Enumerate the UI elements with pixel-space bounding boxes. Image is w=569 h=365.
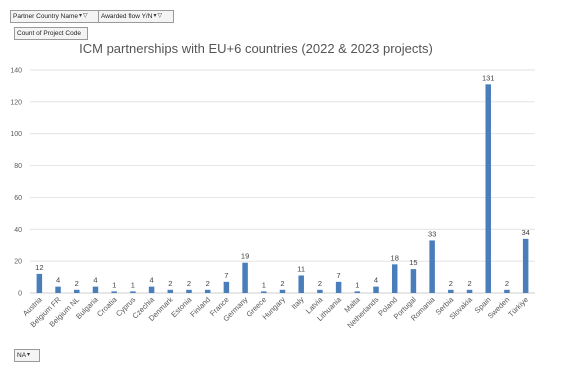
- y-tick-label: 40: [14, 227, 22, 234]
- data-label: 18: [391, 253, 399, 262]
- bars: [36, 84, 529, 293]
- bar: [317, 289, 323, 293]
- bar: [130, 291, 136, 293]
- data-label: 1: [112, 280, 116, 289]
- y-axis-ticks: 0 20 40 60 80 100 120 140: [10, 68, 22, 298]
- y-tick-label: 100: [10, 131, 22, 138]
- value-field-button[interactable]: Count of Project Code: [14, 27, 88, 40]
- bar: [92, 286, 99, 293]
- x-category-label: Finland: [188, 295, 212, 319]
- bar: [298, 275, 304, 293]
- data-label: 2: [280, 279, 284, 288]
- data-label: 2: [318, 279, 322, 288]
- awarded-flow-filter-button[interactable]: Awarded flow Y/N ▾ ▽: [98, 10, 174, 23]
- data-label: 1: [131, 280, 135, 289]
- gridlines: [30, 69, 535, 294]
- data-label: 15: [409, 258, 417, 267]
- y-tick-label: 120: [10, 99, 22, 106]
- y-tick-label: 140: [10, 68, 22, 75]
- bar: [55, 286, 61, 293]
- data-label: 2: [75, 279, 79, 288]
- bar: [504, 289, 510, 293]
- partner-country-filter-label: Partner Country Name: [13, 13, 79, 20]
- data-label: 1: [355, 280, 359, 289]
- bar: [335, 281, 342, 293]
- na-filter-select[interactable]: NA ▾: [14, 349, 40, 362]
- bar: [522, 238, 529, 293]
- bar: [429, 240, 435, 293]
- bar: [74, 289, 80, 293]
- dropdown-arrow-icon: ▾: [79, 13, 83, 19]
- y-tick-label: 80: [14, 163, 22, 170]
- data-label: 2: [187, 279, 191, 288]
- y-tick-label: 0: [18, 291, 22, 298]
- bar: [279, 289, 286, 293]
- filter-icon: ▽: [157, 13, 163, 19]
- data-label: 11: [297, 264, 305, 273]
- data-label: 4: [374, 276, 378, 285]
- data-label: 34: [521, 228, 529, 237]
- data-label: 7: [224, 271, 228, 280]
- data-label: 12: [35, 263, 43, 272]
- x-category-label: Croatia: [95, 294, 119, 318]
- data-label: 4: [93, 276, 97, 285]
- data-label: 2: [505, 279, 509, 288]
- data-label: 7: [337, 271, 341, 280]
- bar: [111, 291, 117, 293]
- bar: [204, 289, 211, 293]
- data-label: 4: [149, 276, 153, 285]
- bar: [485, 84, 491, 293]
- data-label: 2: [168, 279, 172, 288]
- y-tick-label: 60: [14, 195, 22, 202]
- bar: [410, 269, 417, 293]
- partner-country-filter-button[interactable]: Partner Country Name ▾ ▽: [10, 10, 103, 23]
- awarded-flow-filter-label: Awarded flow Y/N: [101, 13, 153, 20]
- na-filter-value: NA: [17, 352, 27, 359]
- bar: [167, 289, 174, 293]
- bar: [466, 289, 473, 293]
- bar: [261, 291, 267, 293]
- bar: [36, 273, 43, 293]
- value-field-label: Count of Project Code: [17, 30, 81, 37]
- dropdown-arrow-icon: ▾: [27, 352, 31, 358]
- y-tick-label: 20: [14, 259, 22, 266]
- bar: [242, 262, 248, 293]
- data-label: 4: [56, 276, 60, 285]
- filter-icon: ▽: [83, 13, 88, 19]
- chart-title: ICM partnerships with EU+6 countries (20…: [79, 41, 433, 56]
- bar: [448, 289, 454, 293]
- dropdown-arrow-icon: ▾: [153, 13, 157, 19]
- data-label: 19: [241, 252, 249, 261]
- bar: [373, 286, 379, 293]
- bar: [391, 264, 398, 293]
- x-category-label: Türkiye: [506, 295, 530, 319]
- bar: [223, 281, 230, 293]
- data-label: 2: [467, 279, 471, 288]
- data-label: 2: [449, 279, 453, 288]
- bar: [148, 286, 155, 293]
- data-label: 1: [262, 280, 266, 289]
- data-label: 2: [206, 279, 210, 288]
- data-label: 33: [428, 229, 436, 238]
- bar: [186, 289, 192, 293]
- data-label: 131: [482, 73, 495, 82]
- bar: [354, 291, 361, 293]
